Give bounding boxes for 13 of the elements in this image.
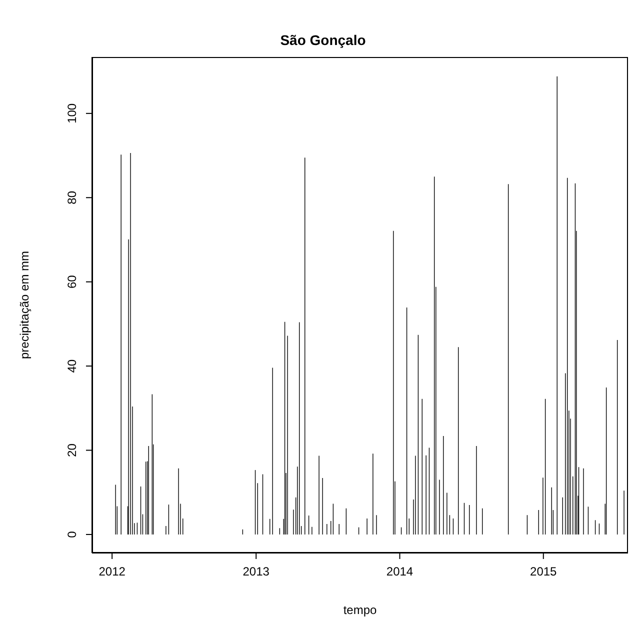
- x-tick-label: 2014: [386, 564, 414, 579]
- x-tick-label: 2013: [242, 564, 270, 579]
- y-tick-label: 100: [65, 103, 79, 124]
- y-axis-title: precipitação em mm: [17, 250, 32, 360]
- x-axis-title: tempo: [343, 603, 377, 617]
- y-tick-label: 0: [65, 530, 79, 538]
- x-tick-label: 2015: [530, 564, 558, 579]
- y-tick-label: 20: [65, 443, 79, 457]
- y-tick-label: 40: [65, 359, 79, 373]
- chart-title: São Gonçalo: [279, 32, 367, 48]
- y-tick-label: 80: [65, 190, 79, 204]
- y-tick-label: 60: [65, 274, 79, 289]
- x-tick-label: 2012: [98, 564, 126, 579]
